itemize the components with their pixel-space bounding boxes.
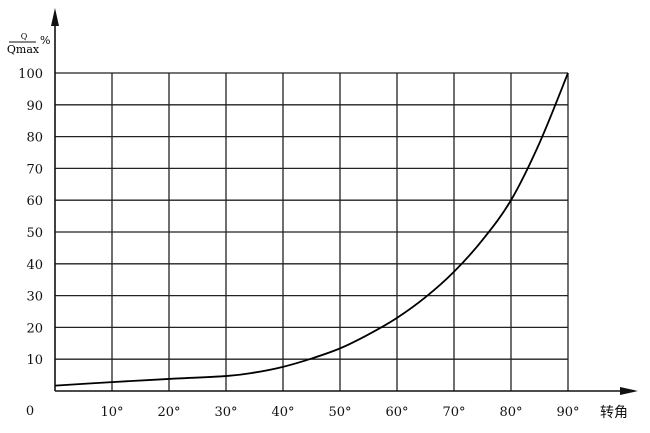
- x-axis-label: 转角: [600, 405, 628, 421]
- grid: [55, 72, 569, 391]
- x-tick-label: 50°: [328, 405, 351, 420]
- y-label-numerator: Q: [21, 32, 28, 41]
- series-line: [54, 72, 569, 387]
- x-tick-label: 70°: [442, 405, 465, 420]
- x-tick-label: 10°: [100, 405, 123, 420]
- x-axis-arrow-icon: [620, 387, 638, 395]
- y-label-unit: %: [40, 34, 50, 47]
- y-label-denominator: Qmax: [7, 43, 40, 56]
- y-tick-label: 50: [26, 226, 43, 241]
- y-tick-label: 70: [26, 162, 43, 177]
- y-tick-label: 10: [26, 353, 43, 368]
- y-tick-label: 60: [26, 194, 43, 209]
- y-axis-arrow-icon: [51, 8, 59, 26]
- x-tick-label: 40°: [271, 405, 294, 420]
- x-tick-labels: 10° 20° 30° 40° 50° 60° 70° 80° 90°: [100, 405, 579, 420]
- y-tick-label: 80: [26, 131, 43, 146]
- y-tick-label: 30: [26, 290, 43, 305]
- x-tick-label: 80°: [499, 405, 522, 420]
- y-tick-label: 90: [26, 99, 43, 114]
- y-tick-label: 40: [26, 258, 43, 273]
- y-tick-labels: 10 20 30 40 50 60 70 80 90 100: [18, 67, 43, 368]
- x-tick-label: 60°: [385, 405, 408, 420]
- y-tick-label: 100: [18, 67, 43, 82]
- x-tick-label: 90°: [556, 405, 579, 420]
- y-tick-label: 20: [26, 321, 43, 336]
- origin-label: 0: [26, 404, 34, 419]
- x-tick-label: 30°: [214, 405, 237, 420]
- x-tick-label: 20°: [157, 405, 180, 420]
